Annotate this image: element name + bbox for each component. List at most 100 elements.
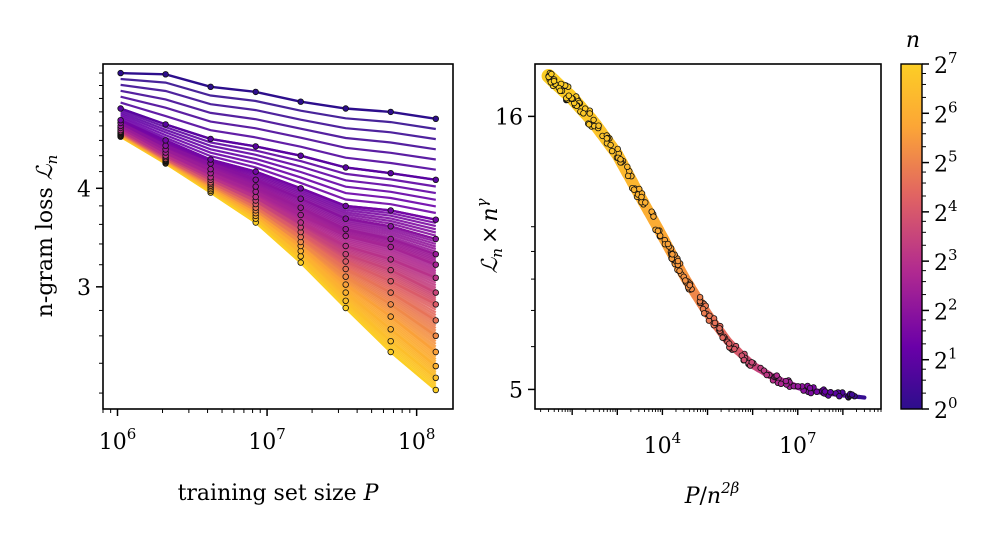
right-point bbox=[638, 193, 645, 201]
right-ticks: 104 107 5 16 bbox=[495, 105, 882, 459]
left-point bbox=[207, 165, 214, 173]
left-point bbox=[387, 348, 394, 356]
left-point bbox=[342, 304, 349, 312]
colorbar-title: n bbox=[906, 28, 920, 53]
left-point bbox=[207, 156, 214, 163]
left-point bbox=[342, 258, 349, 265]
left-point bbox=[342, 164, 349, 171]
right-point bbox=[580, 110, 587, 117]
left-point bbox=[297, 152, 304, 159]
right-point bbox=[696, 294, 704, 301]
left-point bbox=[432, 176, 439, 183]
left-point bbox=[297, 253, 304, 260]
right-point bbox=[664, 240, 672, 248]
left-point bbox=[342, 105, 349, 112]
left-point bbox=[162, 121, 169, 128]
right-x-tick-label-0: 104 bbox=[644, 429, 682, 459]
right-point bbox=[654, 227, 662, 235]
left-point bbox=[432, 261, 439, 268]
right-y-tick-label-0: 5 bbox=[509, 378, 523, 403]
left-point bbox=[252, 183, 259, 190]
right-point bbox=[726, 340, 733, 347]
left-point bbox=[432, 317, 439, 324]
right-point bbox=[748, 359, 755, 366]
left-point bbox=[387, 243, 394, 251]
left-point bbox=[342, 297, 349, 304]
right-point bbox=[614, 145, 621, 153]
right-point bbox=[674, 257, 682, 265]
right-point bbox=[806, 384, 814, 392]
left-series-line-16 bbox=[119, 131, 437, 306]
left-series-line-8 bbox=[120, 129, 437, 279]
left-point bbox=[432, 235, 439, 243]
right-point bbox=[585, 121, 593, 128]
right-point bbox=[595, 122, 602, 129]
left-point bbox=[432, 362, 439, 370]
left-point bbox=[432, 216, 439, 223]
left-point bbox=[432, 115, 439, 122]
colorbar-tick-label-0: 20 bbox=[934, 394, 958, 424]
left-point bbox=[297, 259, 304, 266]
left-panel: 106 107 108 3 4 training set size P n-gram l… bbox=[33, 63, 454, 506]
left-point bbox=[432, 332, 439, 339]
right-point bbox=[773, 372, 780, 379]
left-interp-line bbox=[120, 109, 436, 188]
left-interp-line bbox=[120, 77, 436, 131]
colorbar-tick-label-3: 23 bbox=[934, 246, 958, 276]
right-point bbox=[650, 213, 657, 220]
left-point bbox=[342, 225, 349, 233]
left-point bbox=[387, 207, 394, 214]
left-point bbox=[387, 289, 394, 296]
left-point bbox=[297, 219, 304, 226]
left-point bbox=[342, 281, 349, 288]
right-point bbox=[676, 267, 683, 274]
left-series-points bbox=[117, 69, 439, 394]
right-point bbox=[548, 70, 555, 78]
right-point bbox=[686, 282, 693, 289]
left-point bbox=[387, 235, 394, 243]
right-x-axis-label: P/n2β bbox=[684, 479, 740, 509]
right-point bbox=[590, 116, 597, 124]
right-point bbox=[794, 383, 802, 390]
left-point bbox=[387, 169, 394, 177]
left-x-tick-label-0: 106 bbox=[99, 425, 137, 455]
right-point bbox=[701, 310, 708, 317]
left-point bbox=[387, 338, 394, 345]
right-point bbox=[669, 251, 676, 258]
right-point bbox=[711, 319, 719, 327]
left-x-axis-label: training set size P bbox=[178, 481, 380, 506]
left-point bbox=[117, 69, 124, 77]
left-series-line-4 bbox=[120, 121, 437, 241]
left-point bbox=[162, 142, 169, 149]
right-point bbox=[827, 389, 834, 396]
left-point bbox=[252, 168, 259, 175]
left-x-tick-label-1: 107 bbox=[248, 425, 286, 455]
colorbar-tick-label-6: 26 bbox=[934, 98, 958, 128]
left-point bbox=[387, 313, 394, 320]
right-point bbox=[848, 391, 856, 398]
colorbar-tick-label-5: 25 bbox=[934, 148, 958, 178]
right-point bbox=[624, 163, 631, 170]
right-point bbox=[617, 156, 624, 163]
left-point bbox=[432, 289, 439, 296]
left-interp-line bbox=[120, 117, 437, 215]
right-point bbox=[716, 325, 723, 332]
left-point bbox=[342, 273, 349, 280]
left-point bbox=[207, 83, 214, 90]
right-point bbox=[836, 393, 843, 400]
right-point bbox=[763, 371, 770, 379]
left-y-tick-label-1: 4 bbox=[77, 177, 91, 202]
left-ticks: 106 107 108 3 4 bbox=[77, 72, 435, 455]
left-point bbox=[432, 386, 439, 394]
colorbar-tick-label-4: 24 bbox=[934, 197, 958, 227]
left-interp-line bbox=[120, 89, 436, 151]
left-interp-line bbox=[120, 113, 436, 201]
right-point bbox=[630, 186, 638, 193]
colorbar-tick-label-7: 27 bbox=[934, 49, 958, 79]
left-point bbox=[342, 289, 349, 296]
right-point bbox=[821, 388, 829, 395]
left-series-line-5 bbox=[120, 124, 437, 256]
left-point bbox=[297, 204, 304, 211]
right-point bbox=[565, 92, 572, 99]
